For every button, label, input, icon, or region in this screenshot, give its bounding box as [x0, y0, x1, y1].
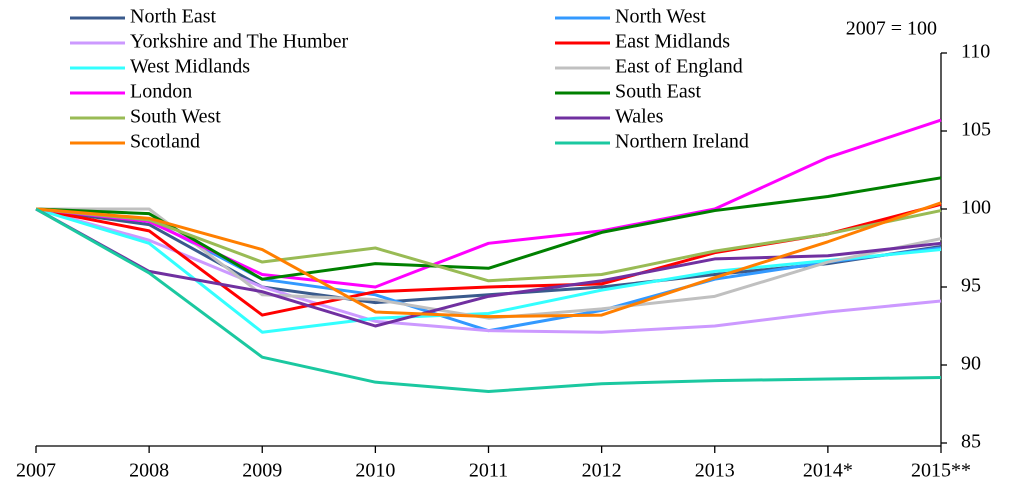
- y-tick-label: 90: [961, 353, 981, 375]
- x-tick-label: 2012: [582, 460, 622, 482]
- x-tick-label: 2014*: [803, 460, 853, 482]
- legend-label: East of England: [615, 56, 743, 78]
- x-tick-label: 2007: [16, 460, 56, 482]
- y-tick-label: 105: [961, 119, 991, 141]
- legend-label: London: [130, 81, 192, 103]
- annotation: 2007 = 100: [846, 18, 937, 40]
- x-tick-label: 2009: [242, 460, 282, 482]
- legend-label: Scotland: [130, 131, 200, 153]
- y-tick-label: 95: [961, 275, 981, 297]
- legend-label: East Midlands: [615, 31, 730, 53]
- legend-label: West Midlands: [130, 56, 250, 78]
- legend-label: South East: [615, 81, 702, 103]
- x-tick-label: 2015**: [911, 460, 971, 482]
- x-tick-label: 2010: [355, 460, 395, 482]
- series-line: [35, 207, 942, 283]
- x-tick-label: 2008: [129, 460, 169, 482]
- y-tick-label: 100: [961, 197, 991, 219]
- series-line: [35, 201, 942, 319]
- legend-label: Yorkshire and The Humber: [130, 31, 348, 53]
- x-tick-label: 2013: [695, 460, 735, 482]
- y-tick-label: 110: [961, 41, 990, 63]
- series-line: [35, 207, 942, 328]
- x-tick-label: 2011: [469, 460, 508, 482]
- series-line: [35, 207, 942, 394]
- legend-label: Northern Ireland: [615, 131, 749, 153]
- series-line: [35, 207, 942, 334]
- legend-label: North West: [615, 6, 706, 28]
- legend-label: South West: [130, 106, 221, 128]
- series-line: [35, 118, 942, 289]
- legend-label: Wales: [615, 106, 664, 128]
- legend-label: North East: [130, 6, 217, 28]
- y-tick-label: 85: [961, 431, 981, 453]
- series-line: [35, 207, 942, 334]
